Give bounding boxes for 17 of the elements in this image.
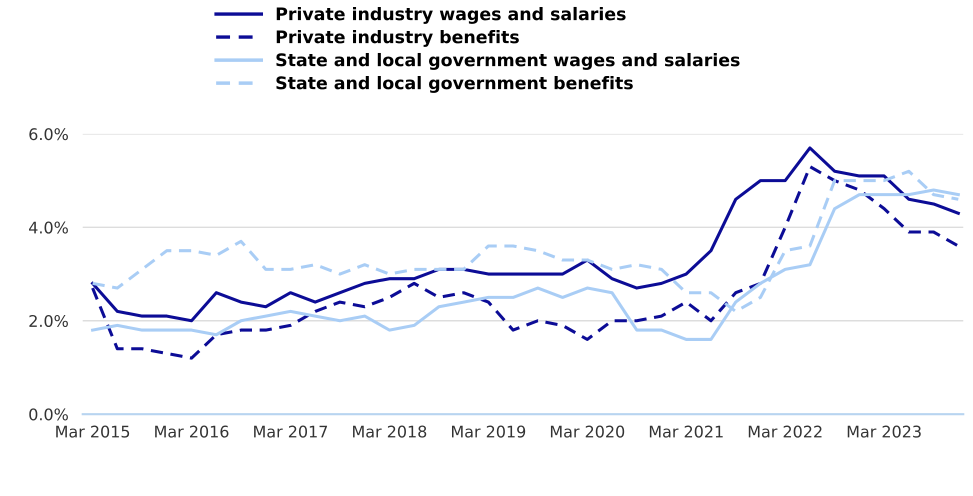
y-tick-label: 2.0% [29, 314, 68, 328]
x-tick-label: Mar 2020 [550, 426, 624, 438]
legend-label: Private industry wages and salaries [276, 6, 626, 24]
y-tick-label: 0.0% [29, 408, 68, 420]
x-tick-label: Mar 2016 [155, 426, 228, 438]
x-tick-label: Mar 2019 [452, 426, 526, 438]
x-tick-label: Mar 2018 [353, 426, 426, 438]
x-tick-label: Mar 2022 [748, 426, 822, 438]
legend-label: State and local government benefits [276, 76, 633, 93]
legend-label: Private industry benefits [276, 30, 519, 47]
legend-label: State and local government wages and salaries [276, 52, 740, 70]
x-tick-label: Mar 2017 [254, 426, 328, 438]
x-tick-label: Mar 2015 [56, 426, 130, 438]
y-tick-label: 4.0% [29, 222, 68, 234]
x-tick-label: Mar 2023 [848, 426, 921, 438]
x-tick-label: Mar 2021 [650, 426, 723, 438]
y-tick-label: 6.0% [29, 128, 68, 140]
